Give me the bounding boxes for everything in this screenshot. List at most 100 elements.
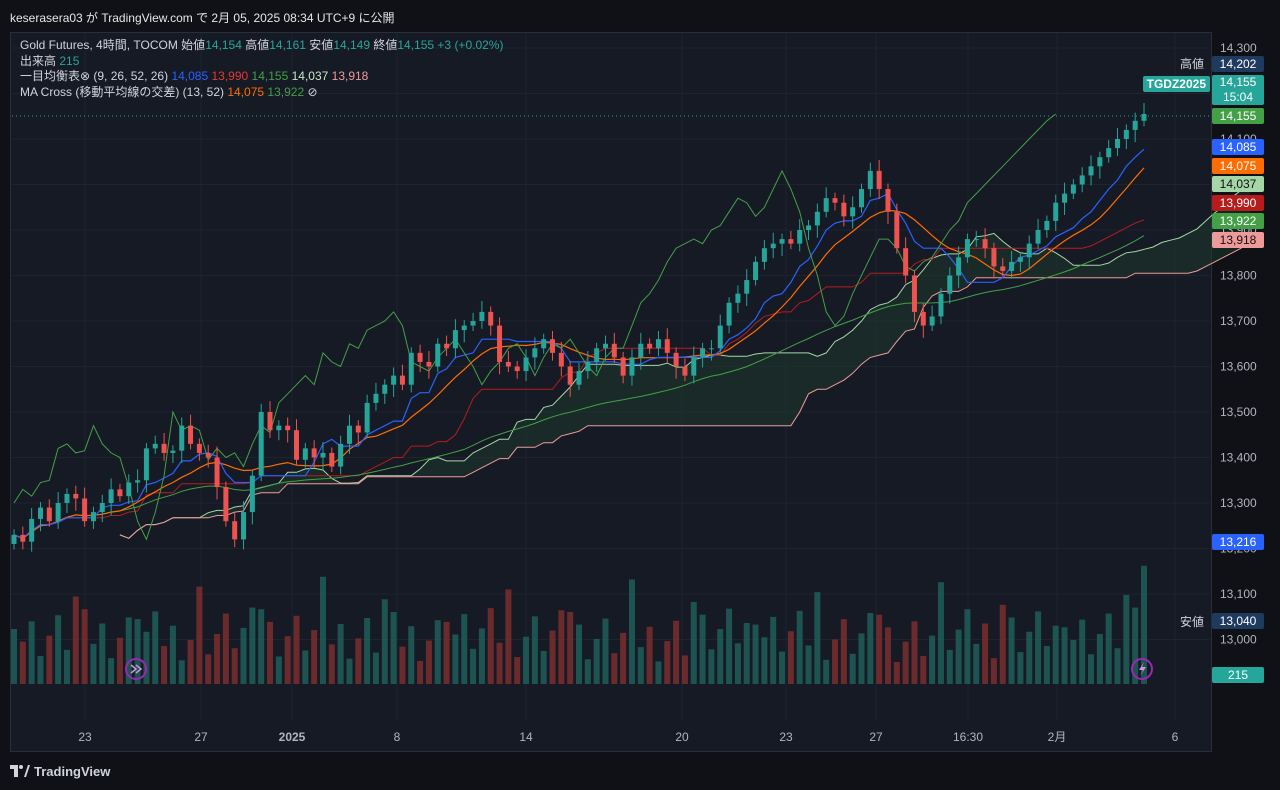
candle-body — [594, 348, 600, 362]
candle-body — [585, 361, 591, 372]
volume-bar — [823, 659, 830, 684]
legend-volume-row[interactable]: 出来高 215 — [20, 54, 503, 70]
candle-body — [876, 170, 882, 190]
candle-body — [1070, 184, 1076, 194]
price-tick-label: 13,300 — [1220, 496, 1257, 510]
candle-body — [514, 366, 520, 372]
legend-ma-hidden-icon[interactable]: ⊘ — [307, 84, 318, 99]
volume-bar — [1026, 631, 1033, 684]
volume-bar — [11, 629, 17, 684]
volume-bar — [1096, 633, 1103, 684]
legend-ma-row[interactable]: MA Cross (移動平均線の交差) (13, 52) 14,075 13,9… — [20, 85, 503, 101]
candle-body — [973, 239, 979, 241]
price-tick-label: 13,400 — [1220, 451, 1257, 465]
legend-ichimoku-senkou-b: 13,918 — [331, 69, 369, 83]
volume-bar — [125, 617, 132, 684]
time-tick-label: 6 — [1172, 730, 1179, 744]
legend-ichimoku-lagging: 14,155 — [251, 69, 289, 83]
candle-body — [99, 503, 105, 513]
volume-bar — [196, 586, 203, 684]
candle-body — [205, 452, 211, 458]
candle-body — [302, 448, 308, 460]
legend-ichimoku-kijun: 13,990 — [211, 69, 249, 83]
time-tick-label: 14 — [519, 730, 533, 744]
fast-forward-icon[interactable] — [125, 658, 147, 680]
candle-body — [11, 534, 17, 544]
volume-bar — [1141, 565, 1147, 684]
volume-bar — [505, 589, 512, 684]
volume-bar — [946, 649, 953, 684]
legend-low-label: 安値 — [309, 38, 334, 52]
volume-bar — [461, 614, 468, 684]
legend-ma-slow: 13,922 — [267, 84, 305, 99]
last-price-tag: 14,155 15:04 — [1212, 75, 1264, 105]
volume-bar — [514, 657, 521, 684]
candle-body — [82, 498, 88, 522]
volume-bar — [470, 648, 477, 684]
price-tick-label: 14,300 — [1220, 41, 1257, 55]
volume-tag: 215 — [1212, 667, 1264, 683]
candle-body — [982, 239, 988, 249]
candle-body — [708, 348, 714, 350]
candle-body — [1123, 129, 1129, 139]
candle-body — [1009, 261, 1015, 271]
volume-bar — [337, 624, 344, 684]
candle-body — [956, 257, 962, 276]
volume-bar — [964, 609, 971, 684]
volume-bar — [867, 613, 874, 684]
candle-body — [611, 343, 617, 358]
volume-bar — [355, 638, 362, 684]
volume-bar — [496, 642, 503, 684]
candle-body — [505, 361, 511, 367]
ma-fast-tag: 14,075 — [1212, 158, 1264, 174]
volume-bar — [664, 641, 671, 684]
volume-bar — [399, 646, 406, 684]
candle-body — [46, 507, 52, 522]
ma-slow-line — [13, 235, 1145, 539]
legend-volume: 215 — [59, 53, 80, 68]
candle-body — [196, 443, 202, 453]
candle-body — [885, 189, 891, 212]
volume-bar — [222, 613, 229, 684]
volume-bar — [1061, 627, 1068, 684]
candle-body — [408, 352, 414, 385]
last-price-value: 14,155 — [1219, 75, 1257, 89]
volume-bar — [28, 621, 35, 684]
volume-bar — [240, 627, 247, 684]
candle-body — [964, 239, 970, 258]
legend-ichimoku-row[interactable]: 一目均衡表⊗ (9, 26, 52, 26) 14,085 13,990 14,… — [20, 69, 503, 85]
candle-body — [90, 512, 96, 522]
volume-bar — [832, 639, 839, 684]
high-value-tag: 14,202 — [1212, 56, 1264, 72]
candle-body — [620, 357, 626, 376]
candle-body — [117, 489, 123, 497]
legend-symbol-row: Gold Futures, 4時間, TOCOM 始値14,154 高値14,1… — [20, 38, 503, 54]
tenkan-tag: 14,085 — [1212, 139, 1264, 155]
volume-bar — [726, 608, 733, 684]
candle-body — [859, 189, 864, 208]
volume-bar — [37, 655, 44, 684]
time-tick-label: 27 — [194, 730, 208, 744]
candle-body — [1141, 113, 1147, 121]
tradingview-logo[interactable]: TradingView — [10, 764, 110, 779]
volume-bar — [390, 611, 397, 684]
candle-body — [788, 239, 794, 244]
volume-bar — [805, 645, 812, 684]
legend-change: +3 (+0.02%) — [437, 38, 504, 52]
level-tag: 13,216 — [1212, 534, 1264, 550]
volume-bar — [19, 641, 26, 684]
volume-bar — [523, 636, 530, 684]
lightning-icon[interactable] — [1131, 658, 1153, 680]
candle-body — [1035, 230, 1041, 244]
candle-body — [567, 366, 573, 385]
candle-body — [258, 412, 264, 476]
candle-body — [143, 448, 149, 481]
legend-low: 14,149 — [333, 38, 371, 52]
time-tick-label: 16:30 — [953, 730, 983, 744]
price-axis: 14,30014,20014,10014,00013,90013,80013,7… — [1220, 41, 1257, 647]
price-tick-label: 13,600 — [1220, 360, 1257, 374]
price-tick-label: 13,500 — [1220, 405, 1257, 419]
legend-symbol[interactable]: Gold Futures, 4時間, TOCOM — [20, 38, 178, 52]
volume-bar — [549, 630, 556, 684]
